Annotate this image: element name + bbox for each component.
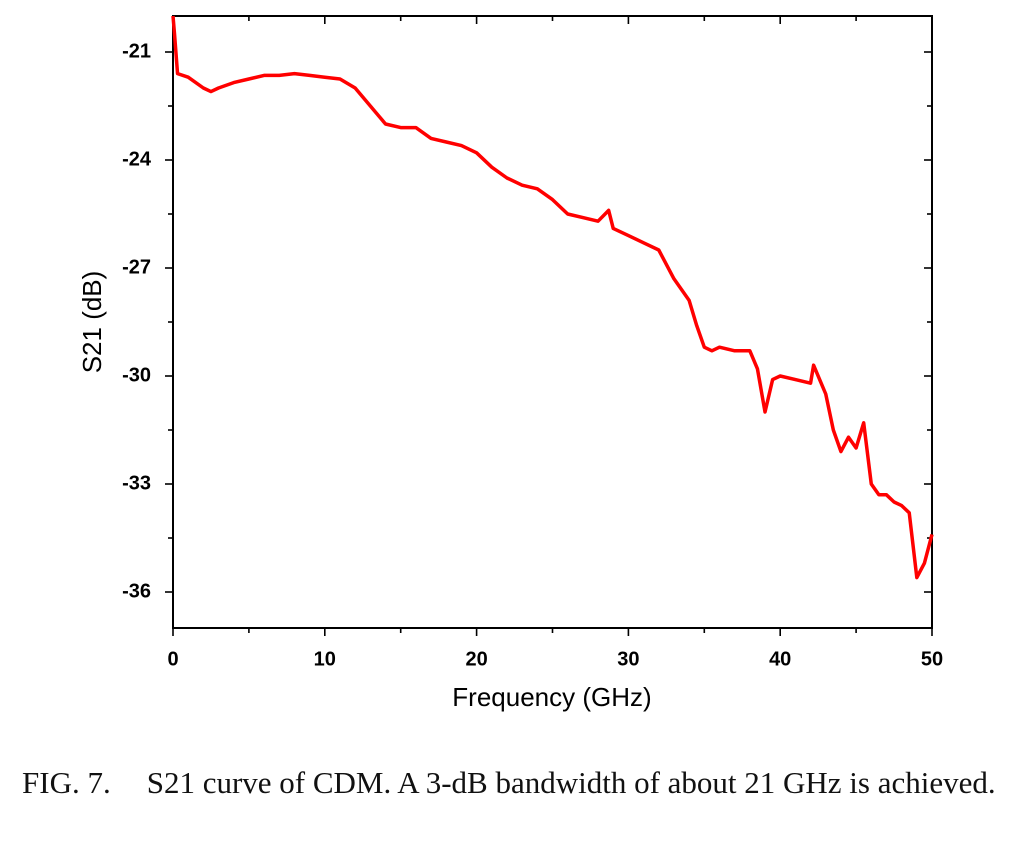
x-tick-label: 0 <box>167 648 178 670</box>
x-tick-label: 30 <box>617 648 639 670</box>
x-tick-label: 20 <box>465 648 487 670</box>
plot-frame <box>172 15 933 629</box>
caption: FIG. 7. S21 curve of CDM. A 3-dB bandwidt… <box>22 760 1007 806</box>
x-axis-label: Frequency (GHz) <box>452 682 651 712</box>
y-tick-label: -30 <box>122 364 151 386</box>
y-axis-label: S21 (dB) <box>77 271 107 374</box>
x-tick-label: 50 <box>921 648 943 670</box>
y-tick-label: -21 <box>122 40 151 62</box>
caption-text: S21 curve of CDM. A 3-dB bandwidth of ab… <box>146 765 996 800</box>
chart: Frequency (GHz) S21 (dB) 0 10 20 30 40 50 -21 -… <box>77 15 943 712</box>
y-tick-label: -36 <box>122 580 151 602</box>
y-tick-label: -27 <box>122 256 151 278</box>
x-tick-label: 40 <box>769 648 791 670</box>
y-tick-label: -24 <box>122 148 152 170</box>
y-tick-label: -33 <box>122 472 151 494</box>
x-tick-label: 10 <box>314 648 336 670</box>
caption-label: FIG. 7. <box>22 765 111 800</box>
data-line <box>171 15 934 580</box>
